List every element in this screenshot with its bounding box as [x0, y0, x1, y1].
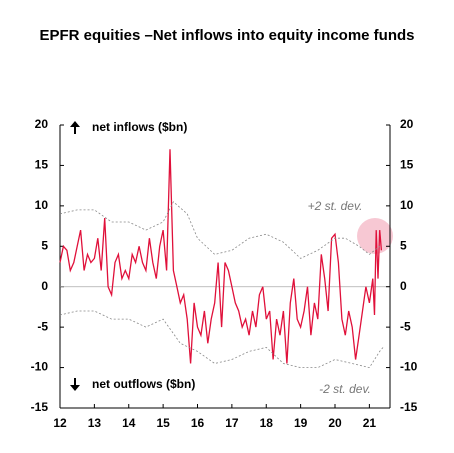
y2-tick-label: 5 — [400, 238, 407, 252]
y2-tick-label: 10 — [400, 198, 414, 212]
y-tick-label: 15 — [35, 158, 49, 172]
x-tick-label: 12 — [53, 416, 67, 430]
y2-tick-label: -5 — [400, 319, 411, 333]
x-tick-label: 16 — [191, 416, 205, 430]
up-arrow — [70, 121, 80, 134]
series-label: -2 st. dev. — [319, 382, 371, 396]
x-tick-label: 21 — [363, 416, 377, 430]
down-arrow — [70, 378, 80, 391]
x-tick-label: 18 — [260, 416, 274, 430]
x-tick-label: 15 — [156, 416, 170, 430]
annotation: net outflows ($bn) — [92, 377, 195, 391]
band-line — [59, 310, 384, 369]
y-tick-label: 5 — [41, 238, 48, 252]
x-tick-label: 13 — [88, 416, 102, 430]
y-tick-label: -5 — [37, 319, 48, 333]
y-tick-label: 0 — [41, 279, 48, 293]
y2-tick-label: -15 — [400, 400, 418, 414]
y2-tick-label: 15 — [400, 158, 414, 172]
data-line — [59, 149, 383, 364]
chart-title: EPFR equities –Net inflows into equity i… — [39, 27, 414, 44]
y2-tick-label: 20 — [400, 117, 414, 131]
y-tick-label: 20 — [35, 117, 49, 131]
x-tick-label: 17 — [225, 416, 239, 430]
x-tick-label: 14 — [122, 416, 136, 430]
highlight — [357, 218, 393, 254]
y-tick-label: -15 — [31, 400, 49, 414]
y2-tick-label: -10 — [400, 360, 418, 374]
y-tick-label: 10 — [35, 198, 49, 212]
x-tick-label: 20 — [328, 416, 342, 430]
series-label: +2 st. dev. — [308, 199, 363, 213]
annotation: net inflows ($bn) — [92, 120, 187, 134]
y-tick-label: -10 — [31, 360, 49, 374]
band-line — [59, 201, 380, 259]
y2-tick-label: 0 — [400, 279, 407, 293]
x-tick-label: 19 — [294, 416, 308, 430]
